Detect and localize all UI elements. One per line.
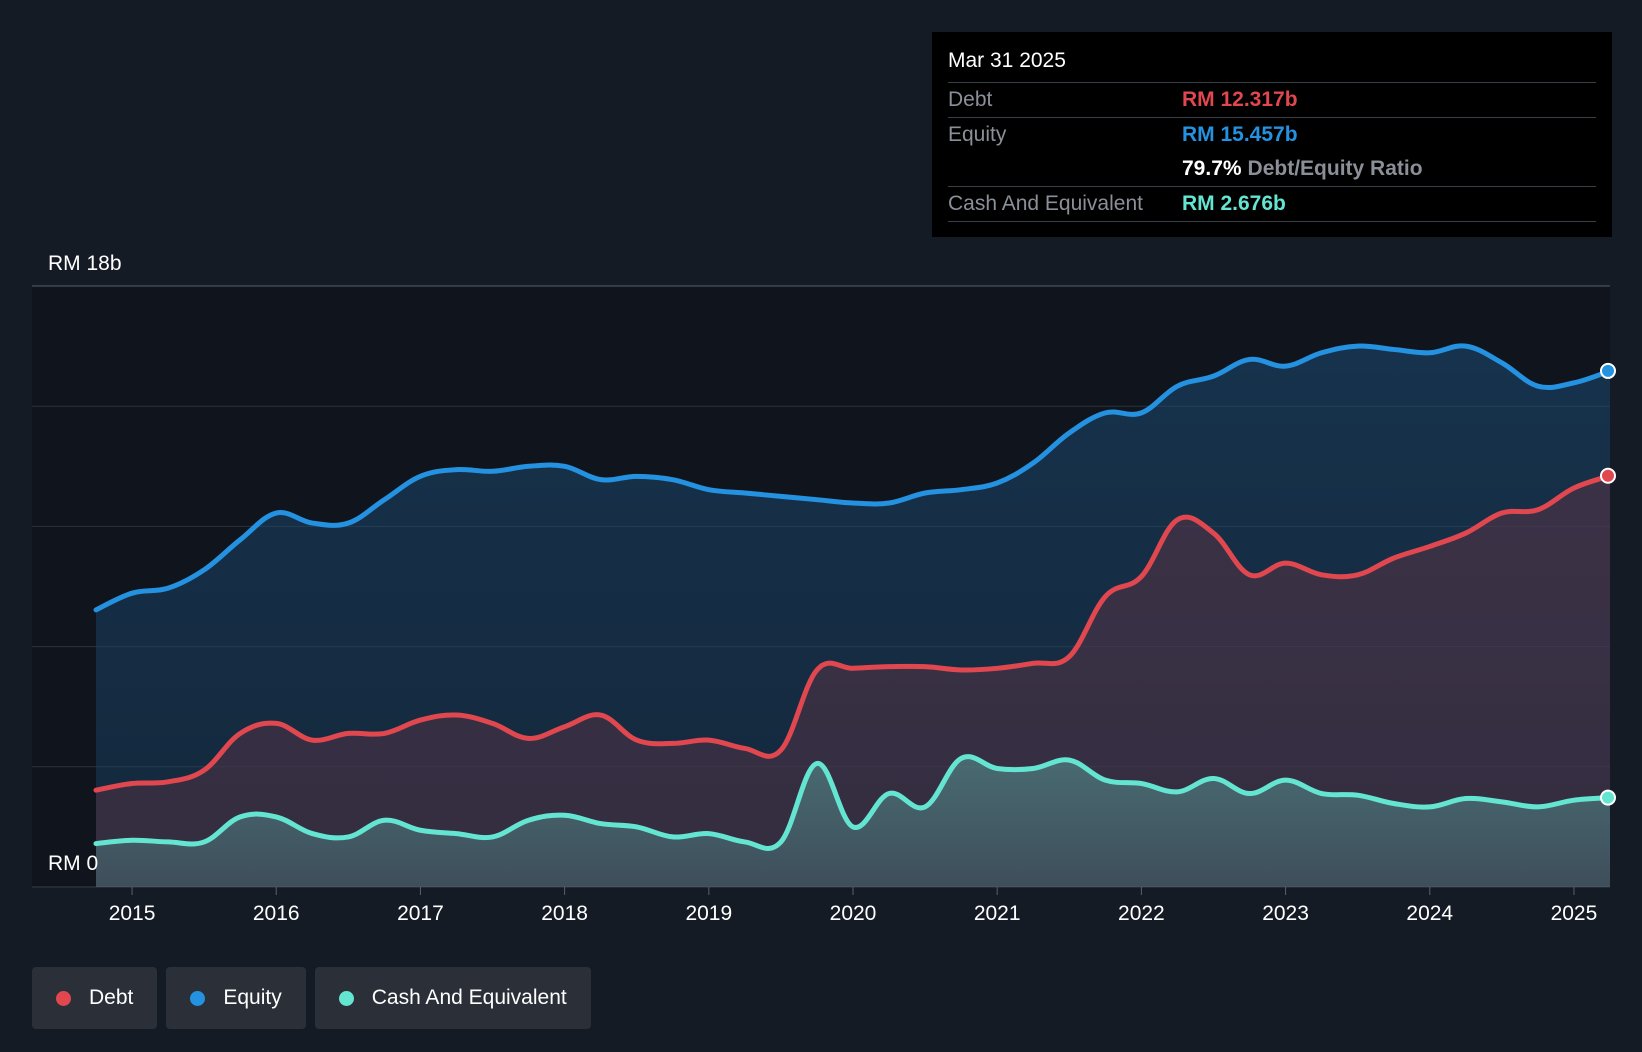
legend-dot-icon <box>56 990 71 1006</box>
tooltip-ratio-row: 79.7% Debt/Equity Ratio <box>948 152 1596 186</box>
legend-item-cash[interactable]: Cash And Equivalent <box>314 967 591 1029</box>
tooltip-cash-label: Cash And Equivalent <box>948 192 1143 215</box>
legend-label-cash: Cash And Equivalent <box>371 986 567 1009</box>
legend-label-debt: Debt <box>89 986 134 1009</box>
equity-end-point <box>1600 362 1616 379</box>
x-tick-label: 2017 <box>397 902 444 925</box>
tooltip-ratio-value: 79.7% <box>1182 157 1242 180</box>
tooltip-equity-label: Equity <box>948 123 1007 146</box>
cash-and-equivalent-line <box>93 754 1613 852</box>
series-lines <box>93 343 1616 852</box>
x-tick-label: 2021 <box>974 902 1021 925</box>
x-tick-label: 2019 <box>685 902 732 925</box>
tooltip-cash-value: RM 2.676b <box>1182 192 1286 215</box>
x-tick-label: 2025 <box>1551 902 1598 925</box>
tooltip-debt-label: Debt <box>948 88 993 111</box>
x-axis-ticks: 2015 2016 2017 2018 2019 2020 2021 2022 2023 2024… <box>109 887 1598 925</box>
debt-end-point <box>1600 467 1616 484</box>
y-axis-bottom-label: RM 0 <box>48 852 98 875</box>
tooltip-date: Mar 31 2025 <box>948 49 1066 72</box>
equity-line <box>93 343 1613 613</box>
x-tick-label: 2023 <box>1262 902 1309 925</box>
x-tick-label: 2016 <box>253 902 300 925</box>
cash-and-equivalent-end-point <box>1600 789 1616 806</box>
legend-item-equity[interactable]: Equity <box>166 967 306 1029</box>
x-tick-label: 2024 <box>1406 902 1453 925</box>
tooltip-equity-row: Equity RM 15.457b <box>948 117 1596 152</box>
tooltip-cash-row: Cash And Equivalent RM 2.676b <box>948 186 1596 222</box>
x-tick-label: 2018 <box>541 902 588 925</box>
y-axis-top-label: RM 18b <box>48 252 122 275</box>
tooltip-equity-value: RM 15.457b <box>1182 123 1298 146</box>
tooltip-ratio-label: Debt/Equity Ratio <box>1247 157 1423 180</box>
tooltip-debt-row: Debt RM 12.317b <box>948 82 1596 117</box>
cash-and-equivalent-area <box>96 756 1610 887</box>
legend-dot-icon <box>190 990 206 1006</box>
legend-item-debt[interactable]: Debt <box>32 967 158 1029</box>
chart-legend: Debt Equity Cash And Equivalent <box>32 967 591 1029</box>
data-tooltip: Mar 31 2025 Debt RM 12.317b Equity RM 15… <box>932 32 1612 237</box>
legend-dot-icon <box>338 990 354 1006</box>
legend-label-equity: Equity <box>223 986 282 1009</box>
debt-line <box>93 473 1613 793</box>
x-tick-label: 2020 <box>830 902 877 925</box>
x-tick-label: 2022 <box>1118 902 1165 925</box>
tooltip-debt-value: RM 12.317b <box>1182 88 1298 111</box>
x-tick-label: 2015 <box>109 902 156 925</box>
